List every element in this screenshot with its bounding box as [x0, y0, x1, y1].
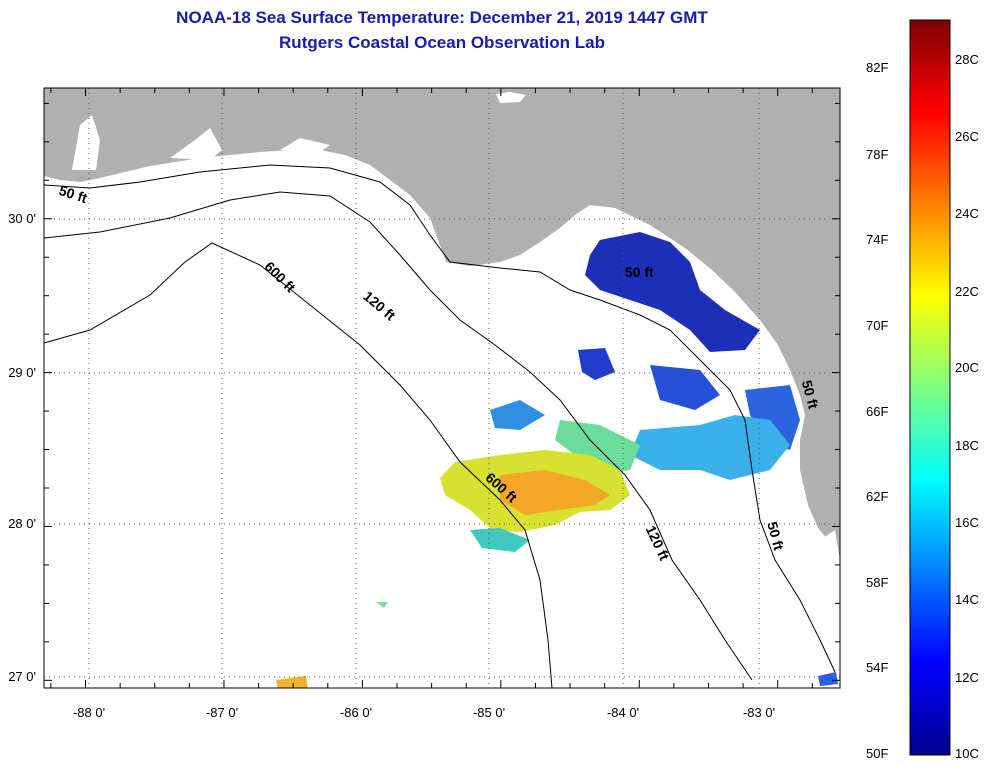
map-title: NOAA-18 Sea Surface Temperature: Decembe… [176, 8, 708, 27]
colorbar-f-label: 50F [866, 746, 889, 761]
lon-label: -85 0' [472, 705, 506, 720]
colorbar-f-label: 82F [866, 60, 889, 75]
lon-label: -86 0' [339, 705, 373, 720]
colorbar-f-label: 66F [866, 404, 889, 419]
lat-label: 30 0' [8, 211, 36, 226]
bay [72, 115, 100, 170]
map-frame [43, 87, 841, 689]
colorbar-f-label: 54F [866, 660, 889, 675]
coastal-island [820, 530, 840, 590]
contour-label: 50 ft [625, 264, 654, 280]
bathymetry-contours [44, 164, 836, 688]
colorbar-c-label: 24C [955, 206, 979, 221]
lon-label: -84 0' [606, 705, 640, 720]
colorbar-f-label: 74F [866, 232, 889, 247]
colorbar-c-label: 16C [955, 515, 979, 530]
colorbar-c-label: 20C [955, 360, 979, 375]
bay [280, 138, 330, 152]
colorbar-f-label: 62F [866, 489, 889, 504]
map-border [43, 87, 841, 689]
contour-label: 50 ft [764, 520, 787, 552]
colorbar-c-label: 22C [955, 284, 979, 299]
colorbar-c-label: 26C [955, 129, 979, 144]
colorbar-f-label: 58F [866, 575, 889, 590]
colorbar [909, 19, 951, 756]
contour-600ft [44, 242, 553, 688]
lat-label: 29 0' [8, 365, 36, 380]
colorbar-c-label: 14C [955, 592, 979, 607]
colorbar-c-label: 10C [955, 746, 979, 761]
land-mass [44, 88, 840, 560]
axis-ticks [44, 88, 840, 688]
graticule [44, 88, 840, 688]
map-subtitle: Rutgers Coastal Ocean Observation Lab [279, 33, 605, 52]
lat-label: 27 0' [8, 669, 36, 684]
sst-patches [276, 232, 838, 688]
contour-120ft [44, 191, 753, 681]
colorbar-f-label: 78F [866, 147, 889, 162]
lon-label: -83 0' [742, 705, 776, 720]
colorbar-c-label: 28C [955, 52, 979, 67]
lake [496, 92, 526, 103]
colorbar-c-label: 18C [955, 438, 979, 453]
contour-label: 50 ft [799, 378, 822, 410]
lon-label: -87 0' [205, 705, 239, 720]
lon-label: -88 0' [72, 705, 106, 720]
lat-label: 28 0' [8, 516, 36, 531]
colorbar-f-label: 70F [866, 318, 889, 333]
contour-50ft [44, 164, 836, 673]
colorbar-c-label: 12C [955, 670, 979, 685]
bay [170, 128, 222, 160]
